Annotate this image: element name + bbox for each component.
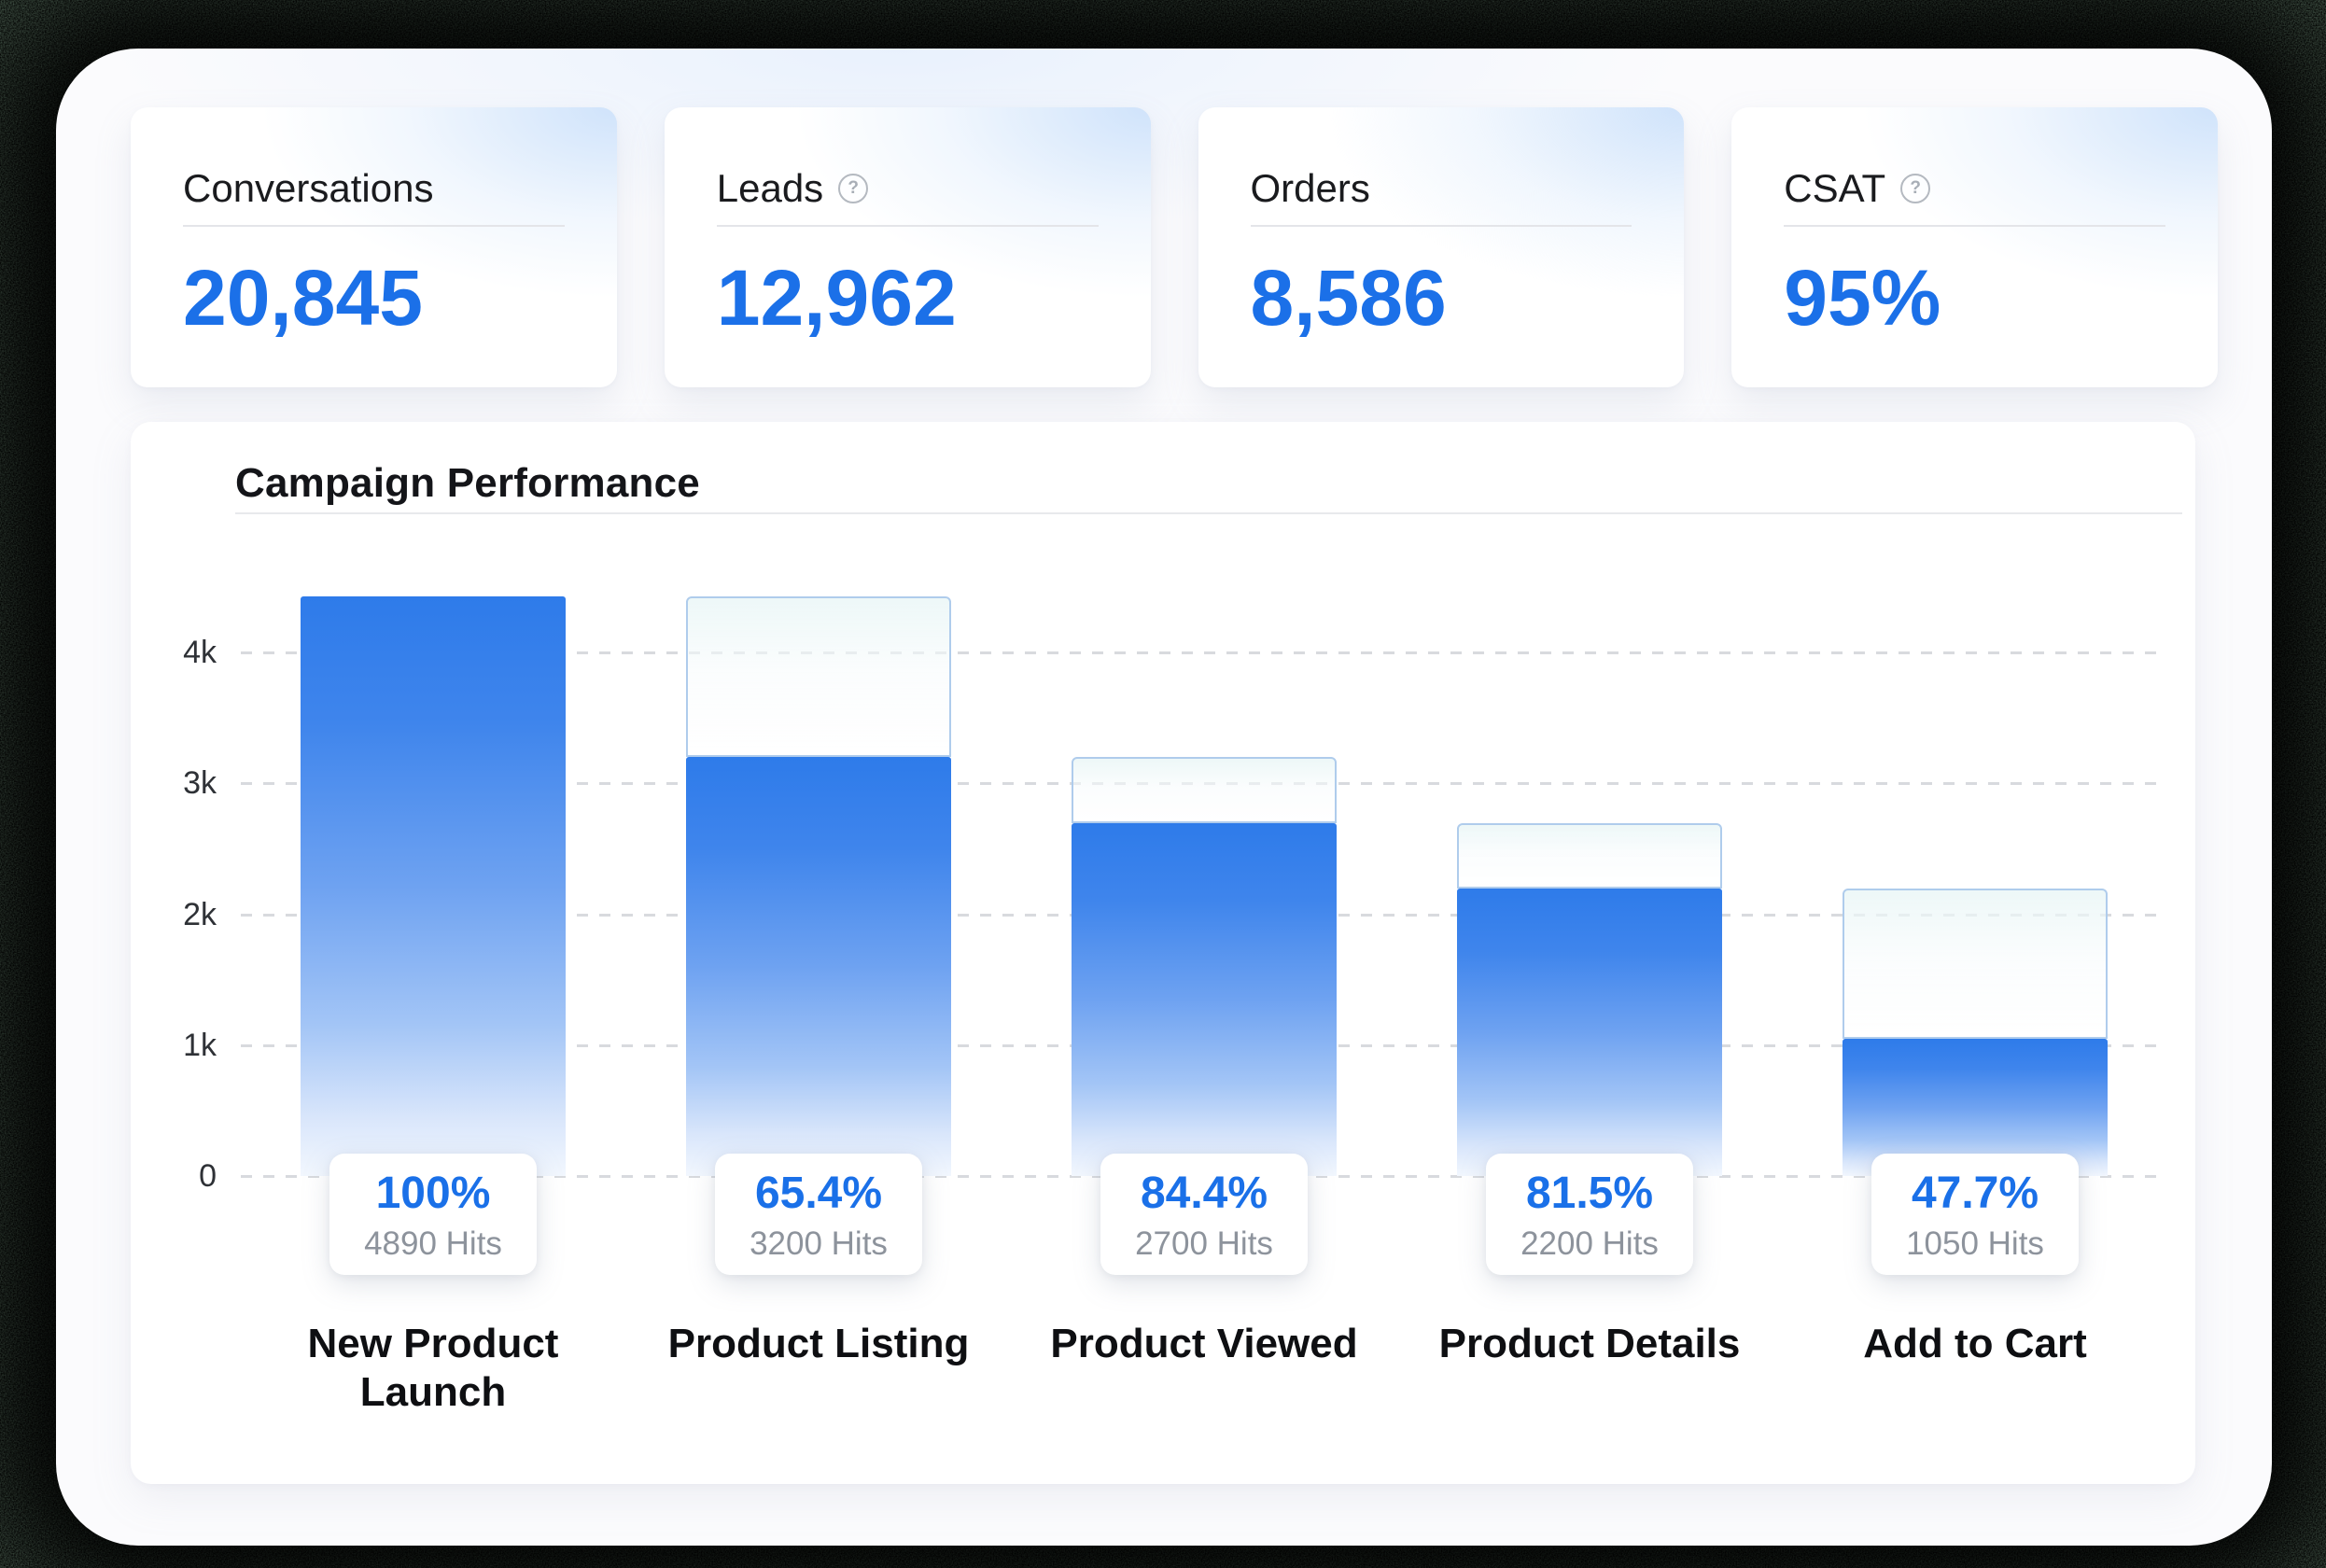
funnel-bar [301,596,566,1176]
funnel-bar [686,757,951,1176]
y-axis-tick-label: 0 [199,1158,217,1194]
funnel-bar [1072,822,1337,1176]
stat-card-header: CSAT ? [1784,167,2165,210]
chart-title-divider [235,512,2182,514]
stat-card-orders: Orders ? 8,586 [1198,107,1685,387]
y-axis-tick-label: 2k [183,896,217,932]
category-label: New Product Launch [307,1321,559,1415]
stat-card-label: Conversations [183,166,434,210]
stat-card-divider [716,225,1099,227]
tooltip-hits: 1050 Hits [1906,1225,2044,1262]
funnel-bar-outer [1457,822,1722,889]
stat-card-label: CSAT [1784,166,1886,210]
tooltip-hits: 4890 Hits [364,1225,502,1262]
help-icon[interactable]: ? [838,174,869,203]
stat-card-label: Leads [716,166,824,210]
stat-card-conversations: Conversations ? 20,845 [131,107,617,387]
category-label: Product Viewed [1050,1321,1358,1366]
bar-tooltip: 65.4% 3200 Hits [715,1154,922,1275]
funnel-bar-outer [1843,888,2108,1039]
stat-card-header: Conversations ? [183,167,565,210]
funnel-bar [1457,888,1722,1176]
y-axis-tick-label: 4k [183,635,217,671]
chart-title: Campaign Performance [235,460,700,506]
stat-card-header: Orders ? [1251,167,1632,210]
stat-card-csat: CSAT ? 95% [1731,107,2218,387]
category-label: Add to Cart [1863,1321,2087,1366]
funnel-bar [1843,1038,2108,1176]
tooltip-hits: 2700 Hits [1135,1225,1273,1262]
stat-card-leads: Leads ? 12,962 [665,107,1151,387]
stat-card-value: 12,962 [716,254,957,342]
funnel-bar-outer [1072,757,1337,823]
tooltip-percent: 84.4% [1140,1169,1268,1218]
stat-card-value: 95% [1784,254,1941,342]
stat-card-value: 20,845 [183,254,423,342]
tooltip-hits: 3200 Hits [750,1225,888,1262]
gridline-4k [241,651,2159,655]
tooltip-percent: 47.7% [1911,1169,2039,1218]
tooltip-percent: 81.5% [1525,1169,1654,1218]
category-label: Product Listing [667,1321,970,1366]
tooltip-percent: 100% [375,1169,491,1218]
stat-card-label: Orders [1250,166,1370,210]
funnel-bar-outer [686,596,951,758]
app-window: Conversations ? 20,845 Leads ? 12,962 Or… [56,49,2272,1546]
campaign-performance-card: Campaign Performance 4k 3k 2k 1k 0 100% 4890 H… [131,422,2195,1484]
stat-card-header: Leads ? [717,167,1099,210]
tooltip-percent: 65.4% [754,1169,883,1218]
stat-cards-row: Conversations ? 20,845 Leads ? 12,962 Or… [131,107,2218,387]
stat-card-divider [1250,225,1632,227]
y-axis-tick-label: 3k [183,765,217,802]
bar-tooltip: 47.7% 1050 Hits [1871,1154,2079,1275]
help-icon[interactable]: ? [1900,174,1931,203]
category-label: Product Details [1438,1321,1741,1366]
bar-tooltip: 84.4% 2700 Hits [1100,1154,1308,1275]
stat-card-value: 8,586 [1250,254,1447,342]
y-axis-tick-label: 1k [183,1027,217,1063]
tooltip-hits: 2200 Hits [1520,1225,1659,1262]
stat-card-divider [1784,225,2165,227]
bar-tooltip: 100% 4890 Hits [329,1154,537,1275]
stat-card-divider [183,225,565,227]
bar-tooltip: 81.5% 2200 Hits [1486,1154,1693,1275]
